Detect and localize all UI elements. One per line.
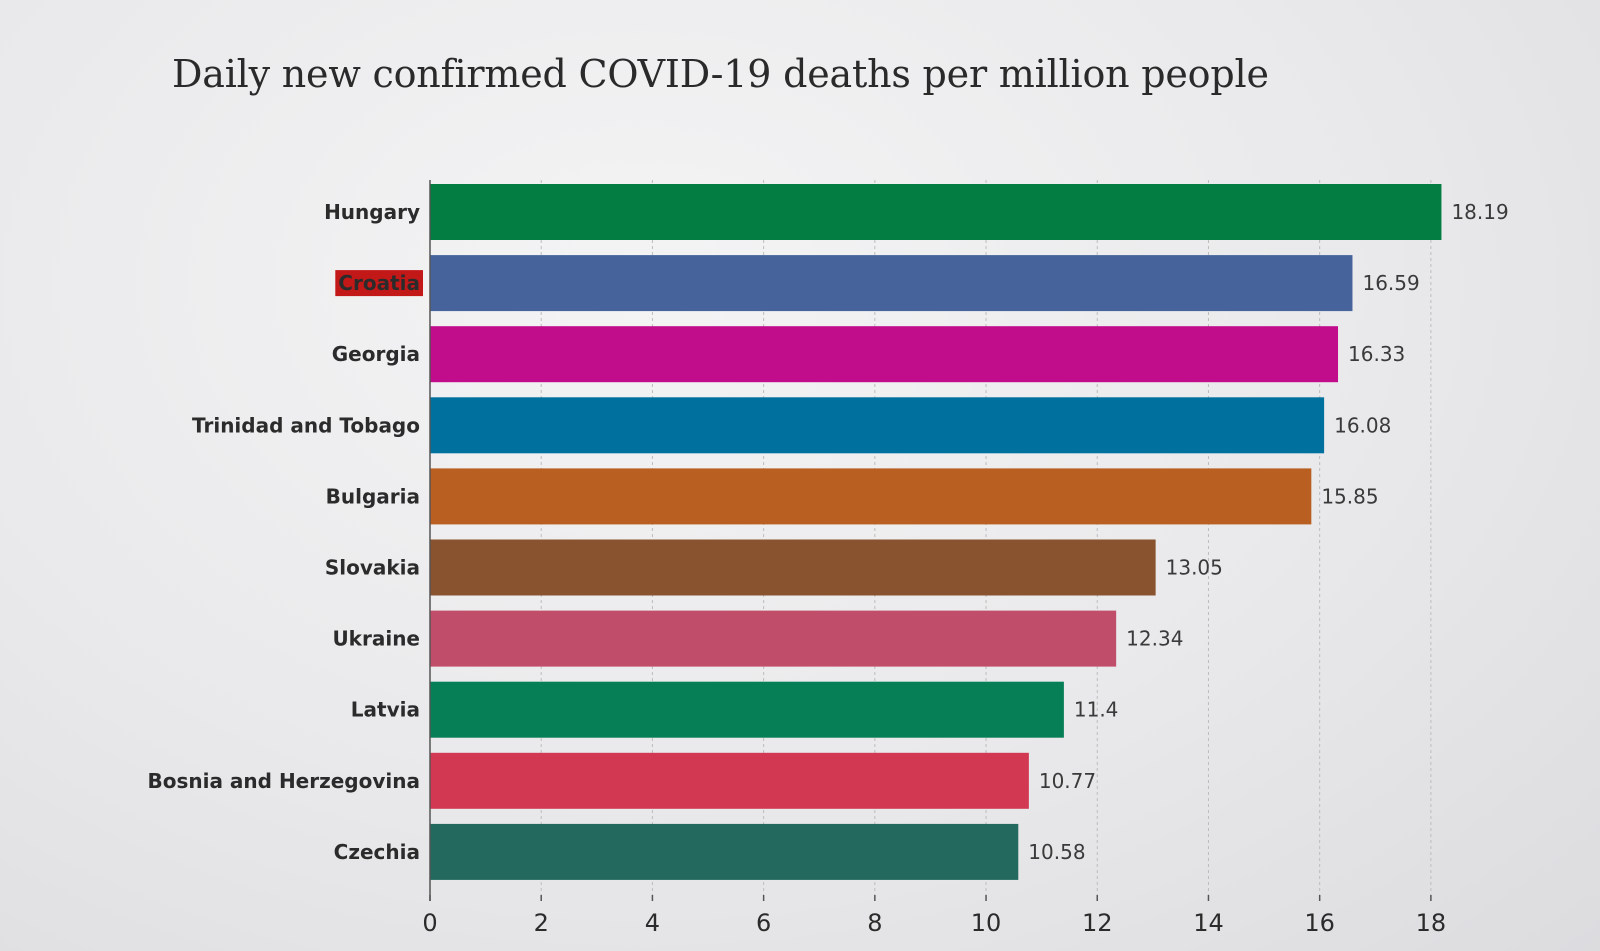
value-label: 16.33 xyxy=(1348,342,1405,366)
value-label: 11.4 xyxy=(1074,698,1119,722)
category-label: Ukraine xyxy=(332,627,420,651)
chart-title: Daily new confirmed COVID-19 deaths per … xyxy=(172,52,1269,96)
x-tick-label: 0 xyxy=(422,909,437,937)
value-label: 10.77 xyxy=(1039,769,1096,793)
x-tick-label: 16 xyxy=(1304,909,1335,937)
category-label: Latvia xyxy=(351,698,420,722)
bars: Hungary 18.19 Croatia 16.59 Georgia 16.33 Trin… xyxy=(147,184,1509,880)
bar-croatia xyxy=(430,255,1353,312)
value-label: 12.34 xyxy=(1126,627,1183,651)
value-label: 10.58 xyxy=(1028,840,1085,864)
bar-hungary xyxy=(430,184,1442,240)
value-label: 18.19 xyxy=(1451,200,1508,224)
x-axis: 0 2 4 6 8 10 12 14 16 18 xyxy=(422,180,1446,937)
bar-georgia xyxy=(430,326,1339,383)
value-label: 15.85 xyxy=(1321,484,1378,508)
highlight-marker xyxy=(335,270,423,297)
x-tick-label: 18 xyxy=(1416,909,1447,937)
value-label: 16.08 xyxy=(1334,413,1391,437)
bar-latvia xyxy=(430,681,1064,738)
category-label: Slovakia xyxy=(325,556,420,580)
x-tick-label: 8 xyxy=(867,909,882,937)
x-tick-label: 14 xyxy=(1193,909,1224,937)
bar-ukraine xyxy=(430,610,1117,667)
x-tick-label: 2 xyxy=(534,909,549,937)
value-label: 16.59 xyxy=(1362,271,1419,295)
category-label: Bulgaria xyxy=(326,484,420,508)
bar-bosnia-and-herzegovina xyxy=(430,752,1029,809)
category-label: Croatia xyxy=(338,271,420,295)
category-label: Hungary xyxy=(324,200,420,224)
value-label: 13.05 xyxy=(1166,556,1223,580)
x-tick-label: 4 xyxy=(645,909,660,937)
bar-trinidad-and-tobago xyxy=(430,397,1325,454)
x-tick-label: 12 xyxy=(1082,909,1113,937)
bar-czechia xyxy=(430,823,1019,880)
category-label: Georgia xyxy=(332,342,420,366)
x-tick-label: 10 xyxy=(971,909,1002,937)
x-tick-label: 6 xyxy=(756,909,771,937)
bar-slovakia xyxy=(430,539,1156,596)
category-label: Czechia xyxy=(334,840,420,864)
bar-bulgaria xyxy=(430,468,1312,525)
category-label: Bosnia and Herzegovina xyxy=(147,769,420,793)
category-label: Trinidad and Tobago xyxy=(192,413,420,437)
